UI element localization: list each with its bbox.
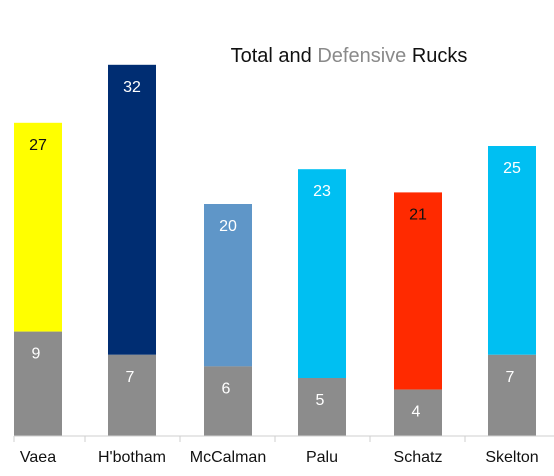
category-label-2: McCalman [190,449,266,466]
chart-title: Total and Defensive Rucks [231,45,468,67]
total-value-label-1: 32 [123,79,141,96]
defensive-value-label-0: 9 [32,346,41,363]
bar-defensive-2 [204,366,252,436]
total-value-label-4: 21 [409,206,427,223]
category-label-3: Palu [306,449,338,466]
chart-title-part-1: Defensive [317,45,406,67]
chart-title-part-2: Rucks [406,45,467,67]
bar-total-4 [394,192,442,390]
category-label-1: H'botham [98,449,166,466]
total-value-label-2: 20 [219,218,237,235]
total-value-label-0: 27 [29,137,47,154]
category-label-5: Skelton [485,449,538,466]
bar-total-2 [204,204,252,367]
bar-defensive-5 [488,354,536,436]
category-label-4: Schatz [394,449,443,466]
bar-defensive-3 [298,378,346,436]
bar-total-1 [108,64,156,355]
bar-total-5 [488,146,536,355]
defensive-value-label-5: 7 [506,369,515,386]
labels-layer: 27 9 32 7 20 6 23 5 21 4 25 7 [29,79,521,421]
total-value-label-3: 23 [313,183,331,200]
bars-layer [14,64,536,436]
defensive-value-label-3: 5 [316,392,325,409]
category-label-0: Vaea [20,449,56,466]
chart-title-part-0: Total and [231,45,318,67]
defensive-value-label-4: 4 [412,404,421,421]
bar-defensive-4 [394,389,442,436]
total-value-label-5: 25 [503,160,521,177]
defensive-value-label-1: 7 [126,369,135,386]
bar-total-0 [14,122,62,332]
defensive-value-label-2: 6 [222,380,231,397]
bar-total-3 [298,169,346,378]
category-labels: Vaea H'botham McCalman Palu Schatz Skelton [13,436,539,466]
bar-defensive-1 [108,354,156,436]
bar-defensive-0 [14,331,62,436]
